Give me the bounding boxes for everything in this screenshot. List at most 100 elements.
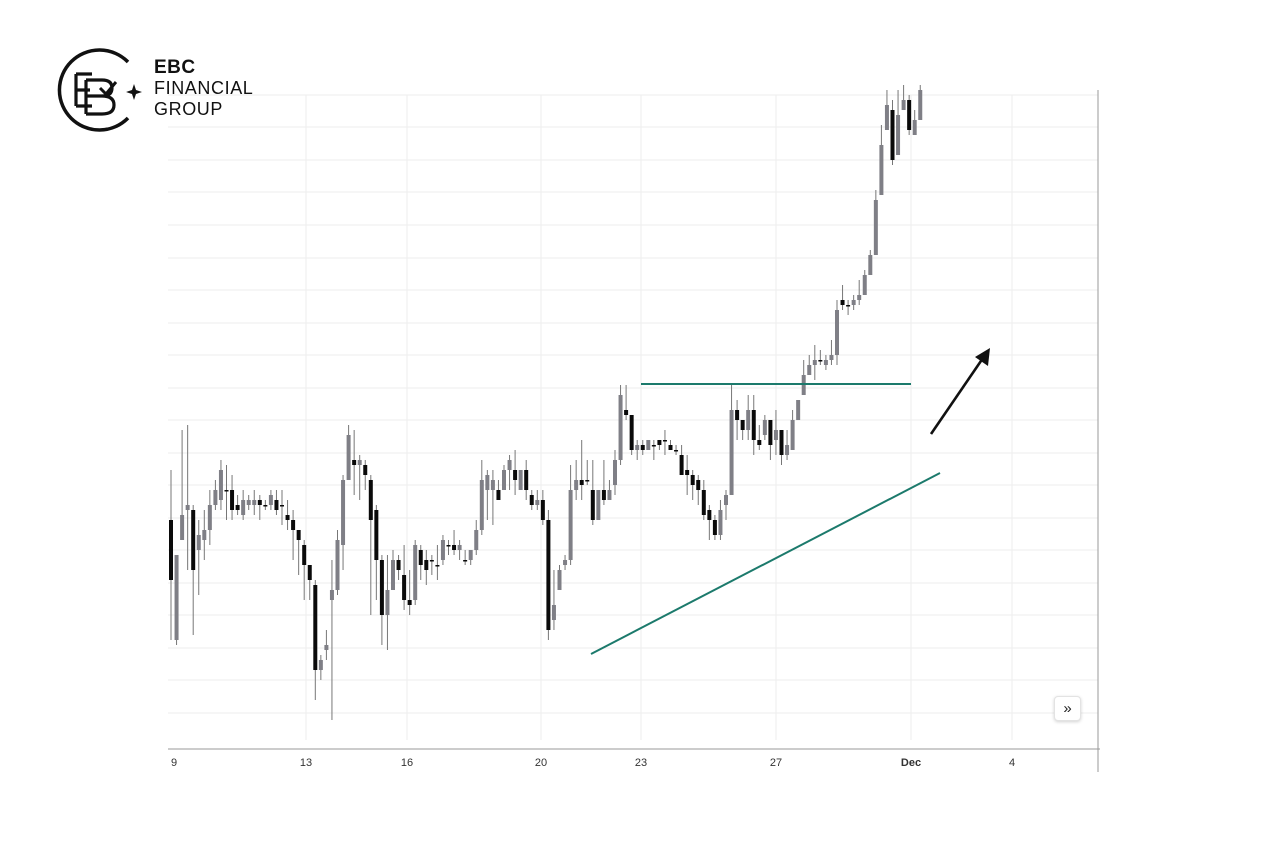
candle — [785, 430, 790, 460]
candle-body — [468, 550, 473, 560]
candle-body — [590, 490, 595, 520]
candle — [662, 430, 667, 455]
candle — [435, 545, 440, 580]
candle-body — [474, 530, 479, 550]
candle-body — [424, 560, 429, 570]
candle-body — [651, 445, 656, 447]
candle-body — [230, 490, 235, 510]
candle-body — [274, 500, 279, 510]
candle-body — [785, 445, 790, 455]
candle — [640, 440, 645, 455]
candle-body — [379, 560, 384, 615]
candle — [452, 530, 457, 555]
candle-body — [213, 490, 218, 505]
candle-body — [396, 560, 401, 570]
candle — [313, 580, 318, 700]
candle — [490, 470, 495, 525]
candle-body — [385, 590, 390, 615]
candle — [862, 270, 867, 295]
candle — [635, 440, 640, 460]
candle-body — [218, 470, 223, 500]
candle — [346, 425, 351, 480]
candle — [379, 555, 384, 645]
candle — [418, 545, 423, 580]
candle-body — [823, 360, 828, 365]
candle — [818, 350, 823, 365]
candle-body — [485, 475, 490, 490]
candle-body — [829, 355, 834, 360]
candle-body — [868, 255, 873, 275]
candle — [407, 570, 412, 615]
candle-body — [263, 505, 268, 507]
candle-body — [268, 495, 273, 505]
candle-body — [607, 490, 612, 500]
candle-body — [857, 295, 862, 300]
x-tick-label: 27 — [770, 757, 782, 769]
candle — [873, 190, 878, 255]
candle-body — [490, 480, 495, 490]
candle — [357, 455, 362, 500]
candle-body — [435, 565, 440, 567]
candle-body — [551, 605, 556, 620]
candle-body — [790, 420, 795, 450]
candle — [712, 515, 717, 540]
candle — [801, 360, 806, 395]
candle-body — [318, 660, 323, 670]
candle-body — [635, 445, 640, 450]
candle-body — [757, 440, 762, 445]
candle-body — [452, 545, 457, 550]
candle — [724, 490, 728, 520]
candle-body — [329, 590, 334, 600]
candle-body — [712, 520, 717, 535]
candle-body — [818, 360, 823, 362]
candle — [363, 460, 368, 490]
candle — [540, 490, 545, 525]
candle-body — [557, 570, 562, 590]
candle-body — [252, 500, 257, 505]
candle-body — [901, 100, 906, 110]
candle-body — [918, 90, 923, 120]
candle-body — [341, 480, 346, 545]
candle-body — [185, 505, 190, 510]
candle-series — [169, 85, 923, 720]
candle-body — [735, 410, 740, 420]
ebc-emblem-icon — [57, 48, 142, 132]
candle-body — [174, 555, 179, 640]
brand-name: EBC — [154, 57, 196, 78]
candle-body — [690, 475, 695, 485]
candle — [524, 460, 529, 500]
candle-body — [546, 520, 551, 630]
candle — [446, 540, 451, 555]
candle-body — [463, 560, 468, 562]
candle — [812, 345, 817, 380]
candle — [757, 425, 762, 450]
candle — [207, 490, 212, 545]
candle — [296, 530, 301, 575]
candle — [590, 460, 595, 525]
candle — [224, 465, 229, 520]
candle-body — [496, 490, 501, 500]
candle — [851, 295, 856, 310]
scroll-to-latest-button[interactable]: » — [1054, 696, 1081, 721]
candle-body — [618, 395, 623, 460]
candle — [507, 455, 512, 490]
candle — [551, 570, 556, 630]
candle-body — [418, 550, 423, 565]
x-tick-label: 9 — [171, 757, 177, 769]
candle-body — [169, 520, 173, 580]
candle — [341, 475, 346, 570]
candle-body — [601, 490, 606, 500]
candle-body — [357, 460, 362, 465]
candle — [169, 470, 173, 640]
candle-body — [807, 365, 812, 375]
candle — [579, 440, 584, 500]
x-tick-label: 4 — [1009, 757, 1015, 769]
candle — [729, 385, 734, 495]
candle-body — [540, 500, 545, 520]
candle-body — [835, 310, 839, 355]
candle-body — [196, 535, 201, 550]
candle — [696, 475, 701, 505]
candle-body — [402, 575, 407, 600]
candle-body — [701, 490, 706, 515]
